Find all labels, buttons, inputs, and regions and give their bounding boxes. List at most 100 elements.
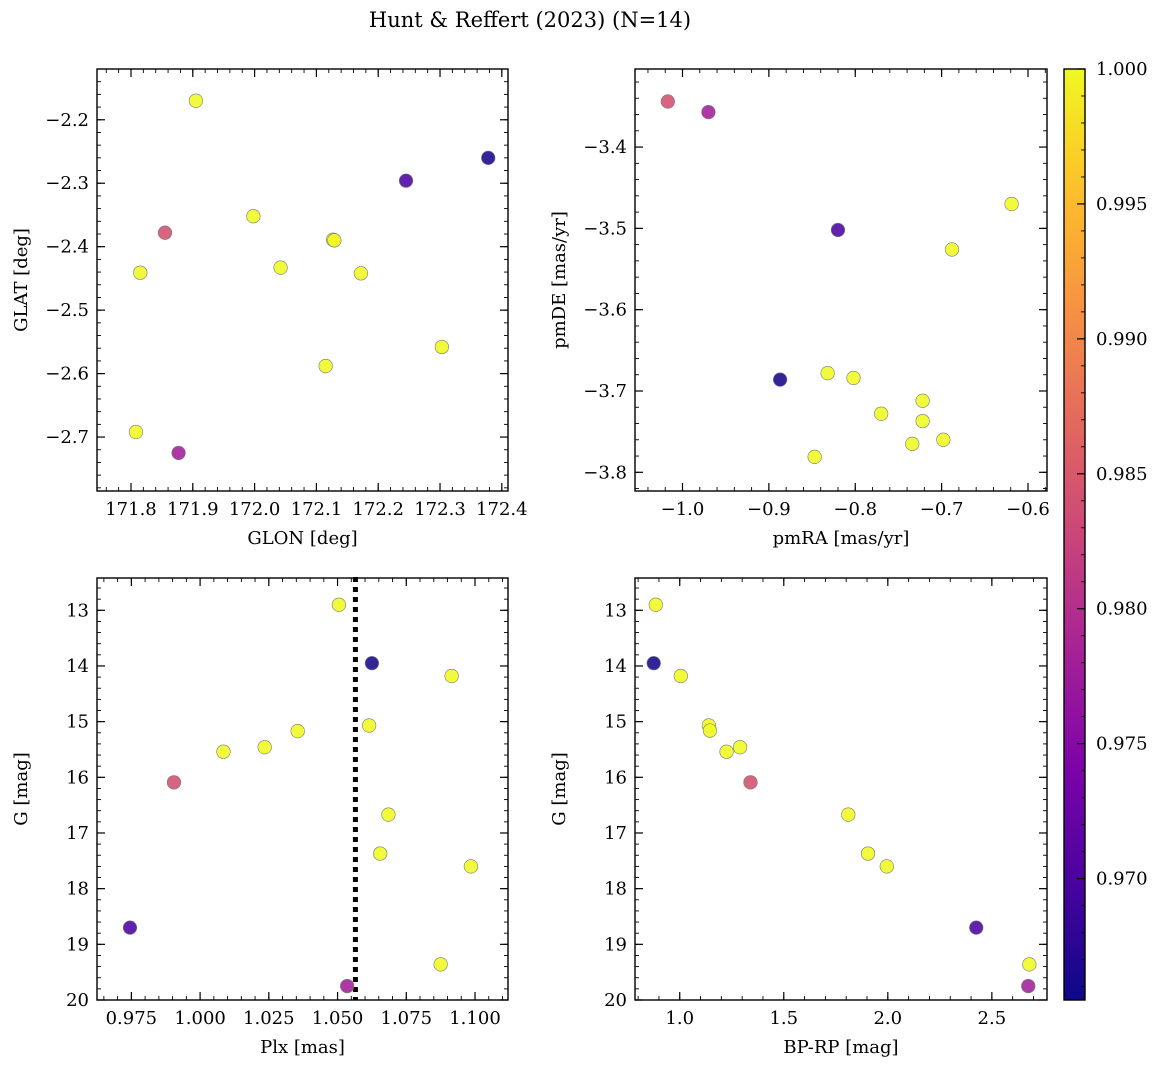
data-point [122, 920, 138, 935]
colorbar-tick-label: 0.995 [1096, 194, 1148, 215]
y-tick-label: 14 [66, 656, 89, 677]
y-tick-label: 19 [604, 934, 627, 955]
data-point [846, 370, 861, 386]
data-point [188, 93, 203, 108]
x-axis-label: GLON [deg] [247, 528, 357, 549]
colorbar-tick-label: 0.975 [1096, 734, 1148, 755]
data-point [1021, 978, 1036, 994]
data-point [743, 775, 758, 790]
data-point [702, 723, 718, 738]
x-tick-label: 1.5 [769, 1008, 798, 1029]
scatter-panel-4: 1.0 1.5 2.0 2.5 13 14 15 16 17 18 19 20 BP-RP [mag] G… [549, 577, 1048, 1058]
scatter-panel-1: 171.8 171.9 172.0 172.1 172.2 172.3 172.4 −2.2 −… [11, 68, 528, 549]
data-point [246, 209, 261, 224]
y-tick-label: 17 [604, 823, 627, 844]
data-point [905, 436, 920, 451]
data-point [673, 668, 688, 684]
data-point [171, 445, 186, 461]
data-point [660, 94, 675, 109]
x-tick-label: −0.7 [920, 499, 964, 520]
colorbar-tick-label: 0.990 [1096, 329, 1148, 350]
x-tick-label: 1.050 [312, 1008, 364, 1029]
data-point [433, 957, 448, 972]
figure-title: Hunt & Reffert (2023) (N=14) [369, 8, 691, 32]
y-tick-label: 20 [66, 990, 89, 1011]
x-tick-label: −0.8 [833, 499, 877, 520]
x-tick-label: 1.025 [243, 1008, 295, 1029]
data-point [648, 597, 663, 612]
data-point [318, 358, 333, 374]
y-axis-label: G [mag] [11, 752, 32, 825]
y-tick-label: −2.5 [45, 300, 89, 321]
x-tick-label: 2.0 [873, 1008, 902, 1029]
data-point [331, 597, 347, 612]
x-tick-label: 1.075 [381, 1008, 433, 1029]
plot-frame [96, 577, 509, 1001]
data-point [273, 260, 288, 275]
y-tick-label: −3.4 [583, 137, 627, 158]
y-tick-label: −2.4 [45, 237, 89, 258]
data-point [1004, 196, 1019, 212]
data-point [820, 366, 835, 381]
y-tick-label: −3.5 [583, 218, 627, 239]
colorbar-tick-label: 0.980 [1096, 599, 1148, 620]
data-point [879, 859, 894, 874]
plot-frame [634, 577, 1048, 1001]
x-tick-label: 2.5 [978, 1008, 1007, 1029]
y-tick-label: −2.7 [45, 427, 89, 448]
data-point [1022, 957, 1037, 972]
data-point [481, 150, 496, 165]
data-point [874, 406, 889, 421]
colorbar-frame [1063, 68, 1086, 1001]
colorbar-tick-label: 1.000 [1096, 59, 1148, 80]
data-point [444, 668, 459, 684]
y-tick-label: 14 [604, 656, 627, 677]
y-tick-label: −2.2 [45, 110, 89, 131]
data-point [157, 225, 173, 240]
data-point [646, 656, 661, 671]
data-point [373, 846, 388, 861]
y-tick-label: −2.3 [45, 173, 89, 194]
colorbar-tick-label: 0.985 [1096, 464, 1148, 485]
y-tick-label: 13 [604, 600, 627, 621]
x-axis-label: pmRA [mas/yr] [773, 528, 910, 549]
data-point [166, 775, 182, 790]
data-point [732, 740, 748, 755]
y-axis-label: GLAT [deg] [11, 228, 32, 332]
data-point [216, 744, 231, 759]
data-point [807, 449, 822, 464]
data-point [830, 222, 846, 238]
y-tick-label: −2.6 [45, 364, 89, 385]
scatter-panel-3: 0.975 1.000 1.025 1.050 1.075 1.100 13 14 15 16 17… [11, 577, 509, 1058]
data-point [719, 744, 734, 759]
y-tick-label: 17 [66, 823, 89, 844]
y-tick-label: 18 [604, 879, 627, 900]
data-point [340, 978, 355, 994]
y-tick-label: 16 [604, 767, 627, 788]
y-tick-label: 15 [66, 712, 89, 733]
x-tick-label: 1.100 [449, 1008, 501, 1029]
data-point [463, 859, 478, 874]
y-tick-label: 16 [66, 767, 89, 788]
colorbar: 0.970 0.975 0.980 0.985 0.990 0.995 1.000 [1063, 59, 1148, 1001]
data-point [915, 413, 930, 429]
x-tick-label: 172.4 [476, 499, 528, 520]
data-point [381, 807, 396, 822]
y-axis-label: pmDE [mas/yr] [549, 211, 570, 349]
y-tick-label: 15 [604, 712, 627, 733]
data-point [860, 846, 876, 861]
data-point [915, 393, 930, 408]
data-point [362, 718, 377, 733]
x-tick-label: 1.000 [174, 1008, 226, 1029]
scatter-panels: 171.8 171.9 172.0 172.1 172.2 172.3 172.4−2.2−… [11, 68, 1050, 1058]
plot-frame [634, 68, 1048, 492]
y-tick-label: −3.8 [583, 462, 627, 483]
data-point [353, 266, 369, 281]
x-axis-label: Plx [mas] [260, 1037, 345, 1058]
y-tick-label: 13 [66, 600, 89, 621]
x-tick-label: 172.3 [414, 499, 466, 520]
data-point [133, 265, 148, 280]
x-tick-label: 172.1 [291, 499, 343, 520]
data-point [701, 104, 716, 120]
data-point [398, 173, 414, 188]
